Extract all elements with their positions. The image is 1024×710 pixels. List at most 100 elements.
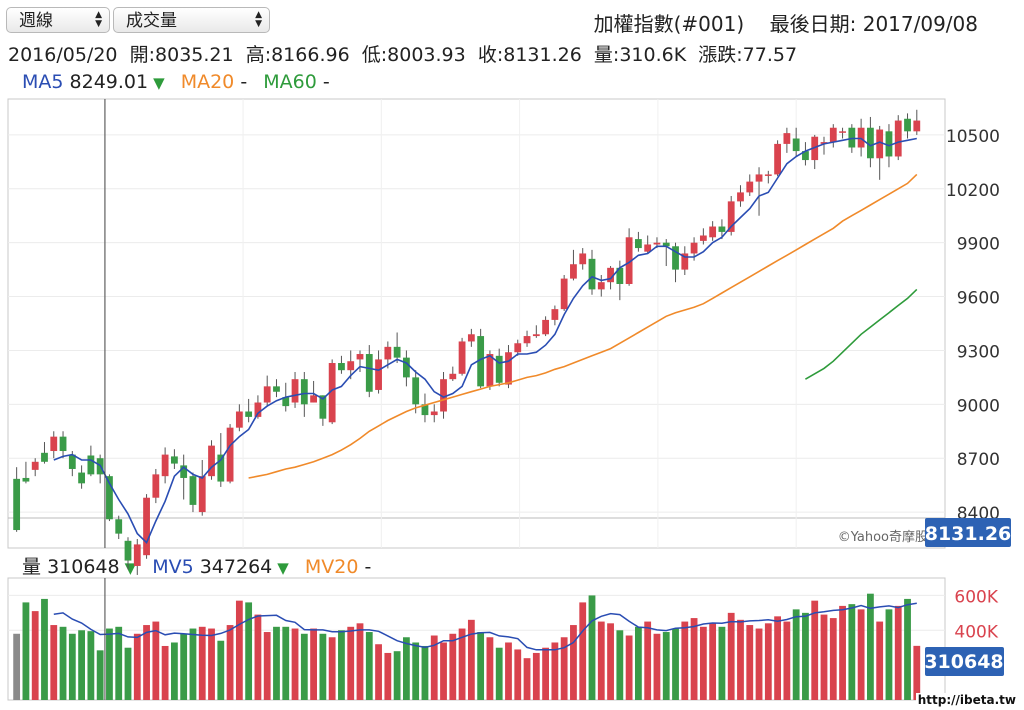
volume-bar <box>124 647 132 700</box>
volume-bar <box>245 602 253 700</box>
volume-legend: 量 310648 ▼ MV5 347264 ▼ MV20 - <box>22 552 381 579</box>
candle-body <box>783 133 791 144</box>
volume-bar <box>597 621 605 700</box>
candle-body <box>495 355 503 383</box>
volume-bar <box>746 625 754 700</box>
candle-body <box>365 354 373 392</box>
volume-bar <box>542 647 549 700</box>
ma20-line <box>248 173 918 479</box>
volume-bar <box>894 605 902 700</box>
volume-bar <box>189 628 197 700</box>
mv20-label: MV20 <box>304 556 359 578</box>
candle-body <box>885 131 893 157</box>
candle-body <box>319 395 327 419</box>
candle-body <box>235 411 243 428</box>
volume-bar <box>78 630 85 700</box>
ma20-label: MA20 <box>180 71 235 93</box>
candlesticks <box>13 109 921 575</box>
volume-bar <box>273 626 280 700</box>
candle-body <box>338 363 345 371</box>
ohlc-low: 低:8003.93 <box>361 44 466 66</box>
ohlc-open: 開:8035.21 <box>129 44 234 66</box>
price-grid <box>8 99 945 548</box>
volume-bar <box>532 652 540 700</box>
candle-body <box>375 359 382 390</box>
volume-bar <box>59 626 67 700</box>
volume-bar <box>421 645 429 700</box>
candle-body <box>839 131 846 133</box>
volume-bar <box>467 619 475 700</box>
select-arrows-icon: ▲ ▼ <box>95 10 102 29</box>
candle-body <box>310 395 317 403</box>
volume-bar <box>384 652 392 700</box>
volume-bar <box>551 642 559 700</box>
volume-bar <box>393 651 401 700</box>
volume-bar <box>792 609 800 700</box>
volume-bar <box>133 633 141 700</box>
candle-body <box>709 226 717 238</box>
candle-body <box>161 454 169 477</box>
volume-bar <box>254 614 262 700</box>
volume-bar <box>560 637 568 700</box>
candle-body <box>412 377 420 405</box>
volume-bar <box>876 621 884 700</box>
chart-header: 加權指數(#001) 最後日期: 2017/09/08 <box>594 8 978 37</box>
volume-bar <box>690 618 698 700</box>
price-tick-label: 10200 <box>946 181 1000 201</box>
volume-bar <box>681 621 689 700</box>
volume-bar <box>737 619 744 700</box>
volume-bar <box>625 635 633 700</box>
volume-bar <box>523 658 531 700</box>
candle-body <box>449 373 457 380</box>
volume-bar <box>180 633 188 700</box>
candle-body <box>263 386 271 403</box>
volume-bar <box>171 642 178 700</box>
candle-body <box>291 379 299 403</box>
candle-body <box>50 436 58 452</box>
candle-body <box>458 341 466 374</box>
candle-body <box>41 452 48 462</box>
ma60-line <box>804 288 918 380</box>
price-tick-label: 9600 <box>957 289 1000 309</box>
volume-bar <box>300 633 308 700</box>
candle-body <box>245 411 253 417</box>
candle-body <box>133 544 141 566</box>
ma-legend: MA5 8249.01 ▼ MA20 - MA60 - <box>22 71 340 93</box>
volume-badge <box>925 647 1004 676</box>
volume-bar <box>68 633 76 700</box>
volume-bar <box>616 630 624 700</box>
mv20-legend: MV20 - <box>305 556 371 578</box>
vol-value: 310648 <box>47 556 120 578</box>
volume-bar <box>514 649 522 700</box>
volume-bar <box>31 611 39 700</box>
candle-body <box>282 397 290 407</box>
ohlc-change: 漲跌:77.57 <box>698 44 798 66</box>
candle-body <box>440 379 447 412</box>
candle-body <box>792 138 800 152</box>
candle-body <box>755 174 763 182</box>
period-select[interactable]: 週線 ▲ ▼ <box>6 7 110 33</box>
down-arrow-icon: ▼ <box>124 559 137 577</box>
watermark: http://ibeta.tw <box>915 693 1018 707</box>
period-select-value: 週線 <box>19 11 53 31</box>
attribution: ©Yahoo奇摩股 <box>838 529 928 545</box>
volume-bar <box>477 632 485 700</box>
volume-bar <box>22 602 30 700</box>
candle-body <box>217 454 225 482</box>
volume-bar <box>13 633 21 700</box>
mv20-value: - <box>364 556 372 578</box>
ma5-legend: MA5 8249.01 ▼ <box>22 71 165 93</box>
volume-bar <box>291 628 299 700</box>
volume-bar <box>226 625 234 700</box>
candle-body <box>913 120 921 132</box>
candle-body <box>115 519 123 534</box>
candle-body <box>514 343 522 353</box>
candle-body <box>681 253 689 270</box>
volume-bar <box>365 632 373 700</box>
candle-body <box>393 346 401 358</box>
volume-bar <box>867 593 874 700</box>
ma60-label: MA60 <box>263 71 317 93</box>
volume-bar <box>375 644 382 700</box>
indicator-select[interactable]: 成交量 ▲ ▼ <box>113 7 270 33</box>
